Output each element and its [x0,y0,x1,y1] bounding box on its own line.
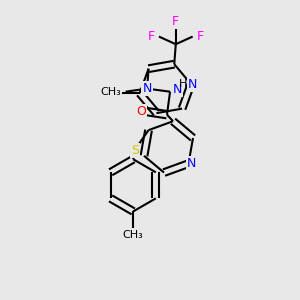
Text: H: H [179,79,187,89]
Text: CH₃: CH₃ [123,230,144,240]
Text: N: N [173,83,182,96]
Text: F: F [197,30,204,43]
Text: F: F [172,15,179,28]
Text: S: S [131,144,139,157]
Text: F: F [148,30,155,43]
Text: CH₃: CH₃ [100,87,121,97]
Text: N: N [142,82,152,95]
Text: N: N [187,157,196,170]
Text: O: O [136,105,146,118]
Text: N: N [188,78,197,91]
Text: Cl: Cl [104,87,117,100]
